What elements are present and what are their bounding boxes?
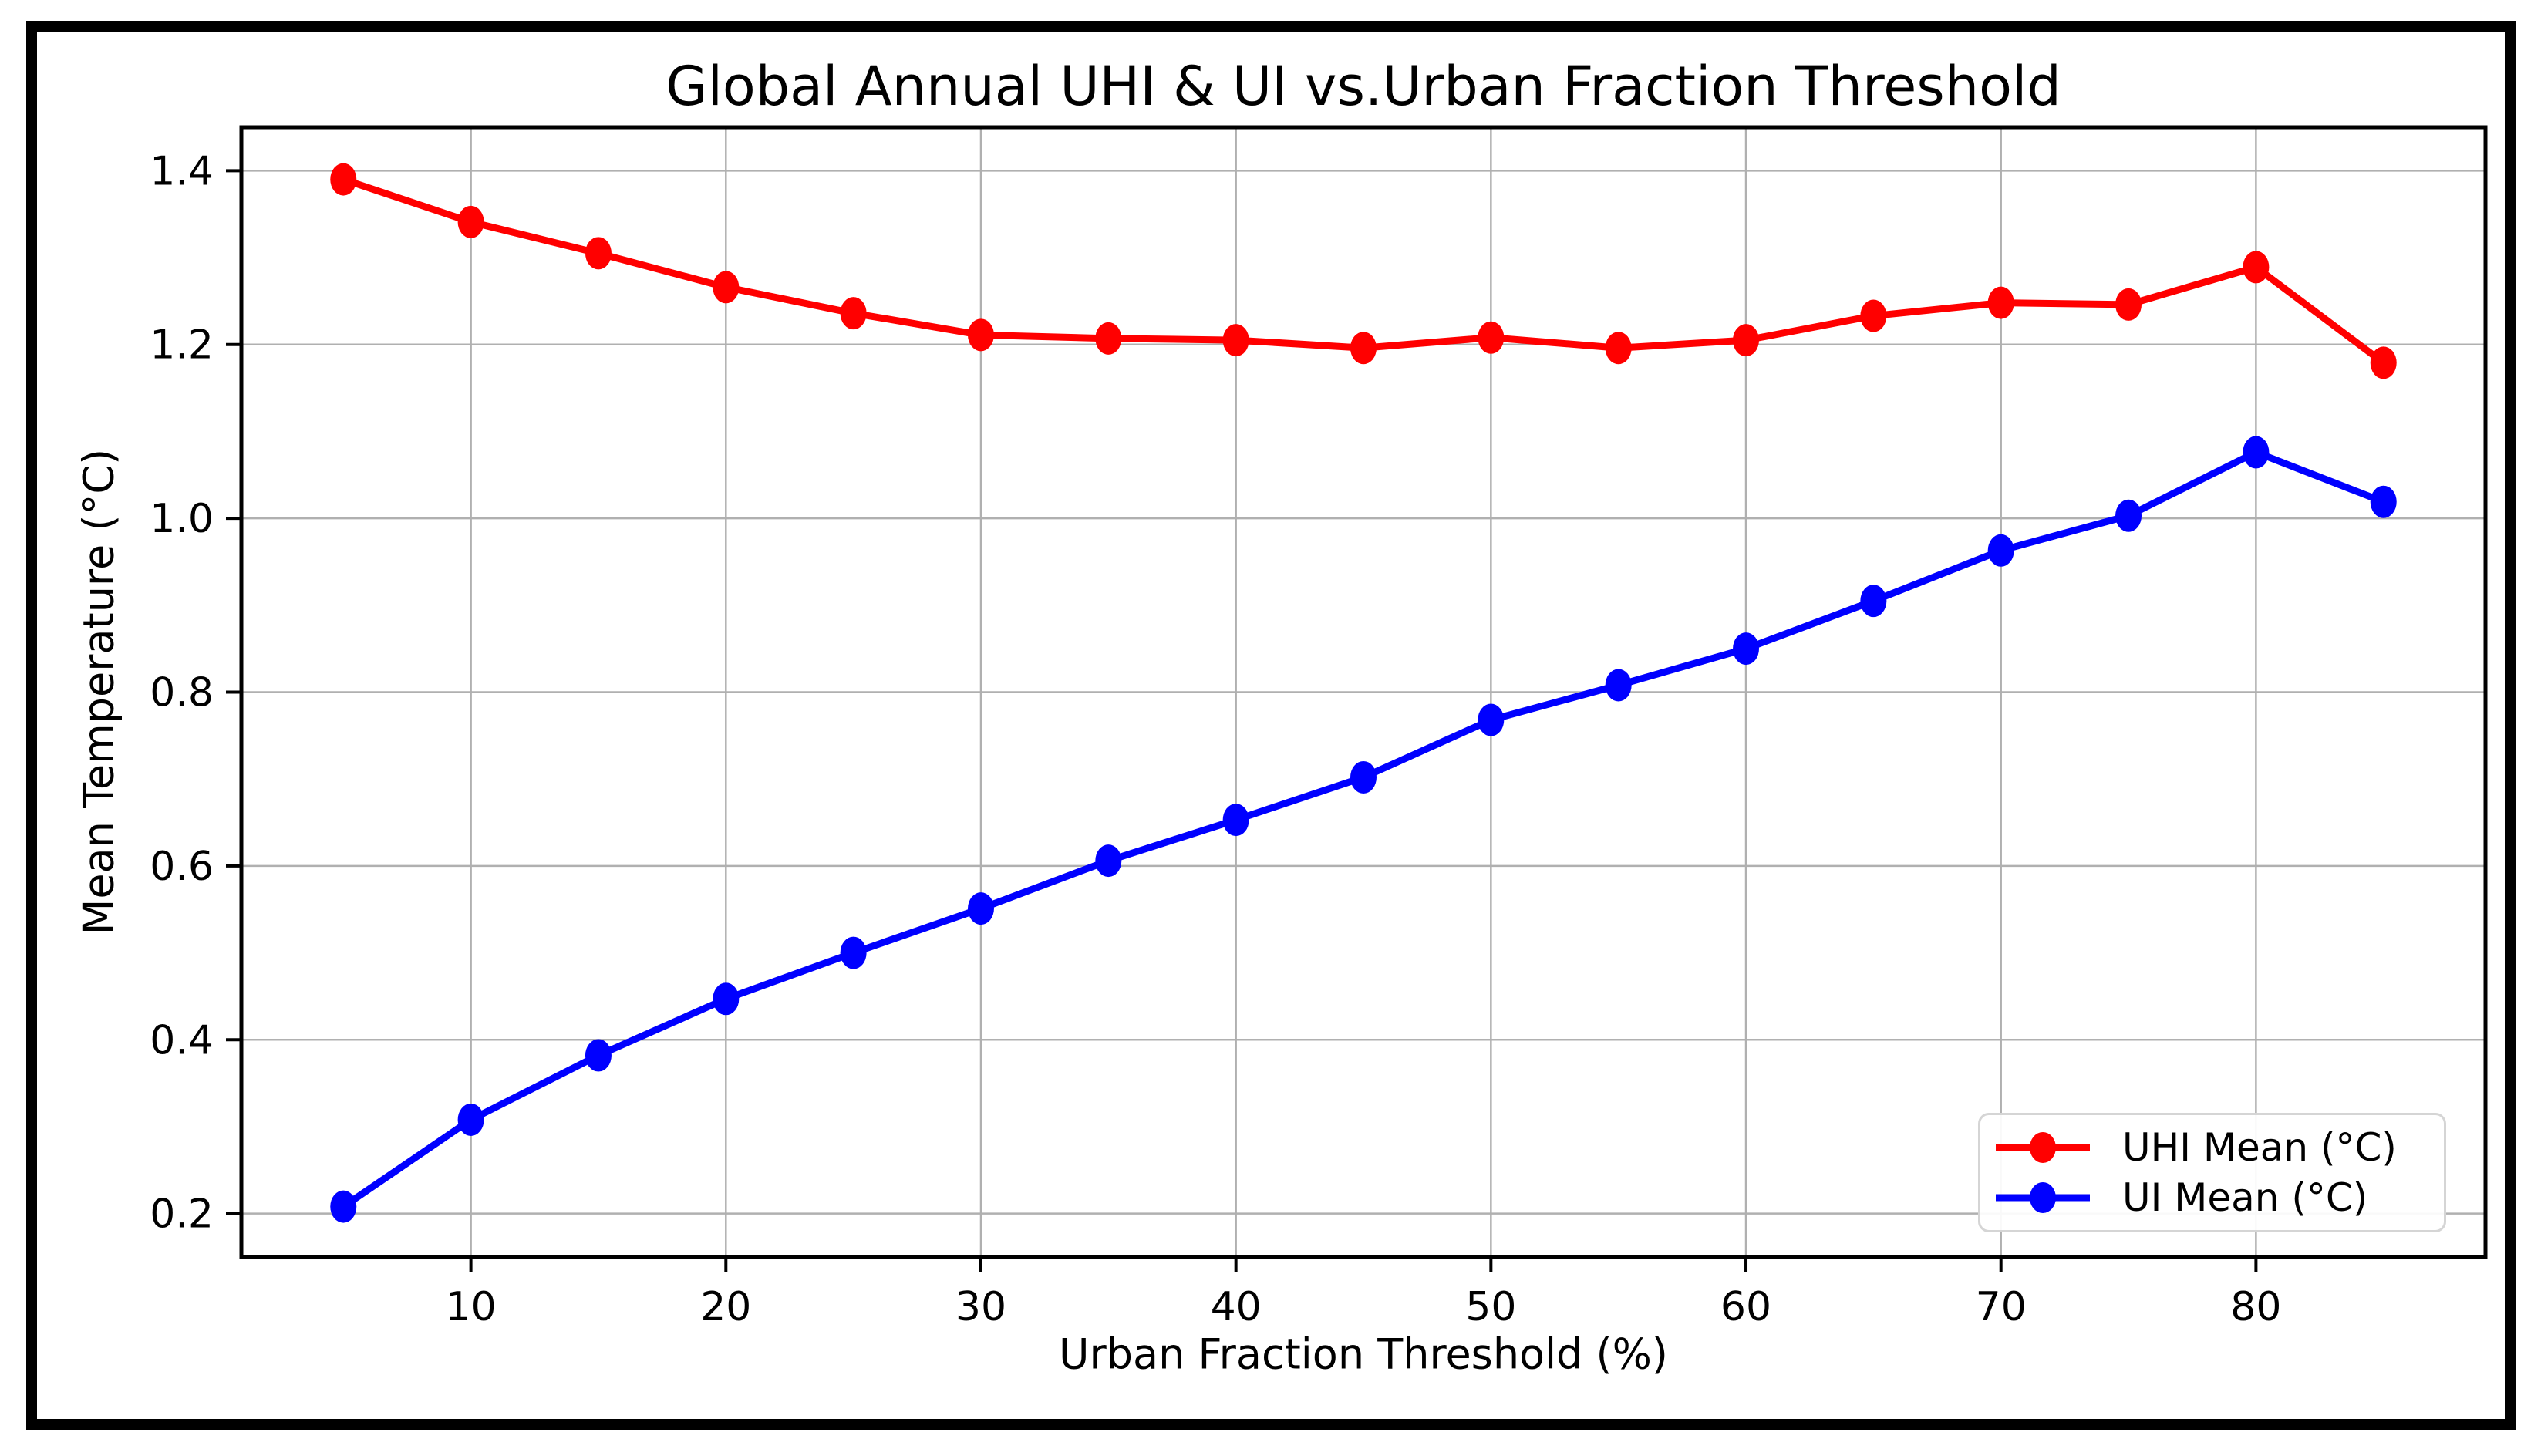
uhi-legend-sample: [1996, 1132, 2090, 1163]
y-tick-label: 0.2: [150, 1191, 214, 1238]
x-tick-label: 30: [955, 1284, 1006, 1330]
uhi-mean-c-point: [1860, 299, 1887, 332]
uhi-mean-c-point: [1095, 322, 1122, 355]
ui-mean-c-point: [1095, 844, 1122, 878]
y-axis-label: Mean Temperature (°C): [74, 448, 123, 935]
ui-mean-c-point: [2115, 499, 2142, 532]
y-tick-label: 0.8: [150, 670, 214, 716]
y-tick-label: 0.4: [150, 1017, 214, 1063]
uhi-mean-c-point: [840, 297, 867, 330]
uhi-mean-c-point: [1733, 324, 1760, 357]
ui-mean-c-point: [1478, 703, 1505, 736]
legend-item-ui-mean: UI Mean (°C): [1993, 1175, 2430, 1220]
uhi-mean-c-point: [457, 205, 484, 238]
ui-mean-c-point: [1860, 585, 1887, 618]
uhi-mean-c-point: [2243, 251, 2270, 284]
ui-mean-c-point: [2370, 485, 2397, 518]
x-tick-label: 80: [2230, 1284, 2281, 1330]
uhi-mean-c-point: [330, 163, 357, 196]
ui-mean-c-point: [713, 982, 740, 1016]
uhi-mean-c-point: [2115, 288, 2142, 321]
uhi-mean-c-point: [1605, 332, 1632, 365]
legend-item-uhi-mean: UHI Mean (°C): [1993, 1125, 2430, 1170]
uhi-mean-c-point: [1222, 324, 1249, 357]
x-tick-label: 40: [1211, 1284, 1262, 1330]
y-tick-label: 1.0: [150, 496, 214, 542]
x-tick-label: 10: [446, 1284, 497, 1330]
uhi-mean-c-point: [585, 237, 612, 270]
ui-mean-c-line: [339, 448, 2388, 1211]
ui-mean-c-point: [1222, 804, 1249, 837]
ui-mean-c-point: [967, 892, 994, 925]
ui-mean-c-point: [1987, 534, 2014, 567]
uhi-legend-marker-icon: [2030, 1132, 2056, 1163]
ui-mean-c-point: [585, 1039, 612, 1072]
uhi-mean-c-point: [967, 318, 994, 352]
ui-mean-c-point: [1733, 632, 1760, 666]
uhi-mean-c-point: [1987, 286, 2014, 319]
uhi-mean-c-point: [1478, 321, 1505, 354]
y-tick-label: 1.4: [150, 148, 214, 194]
legend-label-uhi-mean: UHI Mean (°C): [2122, 1125, 2397, 1170]
uhi-mean-c-point: [713, 271, 740, 304]
ui-legend-marker-icon: [2030, 1182, 2056, 1213]
legend: UHI Mean (°C) UI Mean (°C): [1978, 1113, 2446, 1232]
ui-mean-c-point: [2243, 436, 2270, 469]
x-tick-label: 60: [1720, 1284, 1771, 1330]
y-tick-label: 0.6: [150, 844, 214, 890]
ui-mean-c-point: [457, 1103, 484, 1136]
x-tick-label: 20: [700, 1284, 751, 1330]
ui-mean-c-point: [840, 936, 867, 969]
figure-border: [26, 21, 2516, 1430]
ui-legend-sample: [1996, 1182, 2090, 1213]
legend-label-ui-mean: UI Mean (°C): [2122, 1175, 2368, 1220]
x-tick-label: 70: [1976, 1284, 2027, 1330]
ui-mean-c-point: [330, 1190, 357, 1223]
ui-mean-c-point: [1350, 760, 1377, 794]
x-axis-label: Urban Fraction Threshold (%): [1059, 1330, 1668, 1379]
x-tick-label: 50: [1465, 1284, 1516, 1330]
uhi-mean-c-point: [1350, 332, 1377, 365]
plot-frame: [239, 125, 2488, 1259]
y-tick-label: 1.2: [150, 322, 214, 369]
chart-title: Global Annual UHI & UI vs.Urban Fraction…: [666, 55, 2061, 118]
ui-mean-c-point: [1605, 669, 1632, 702]
uhi-mean-c-point: [2370, 346, 2397, 379]
